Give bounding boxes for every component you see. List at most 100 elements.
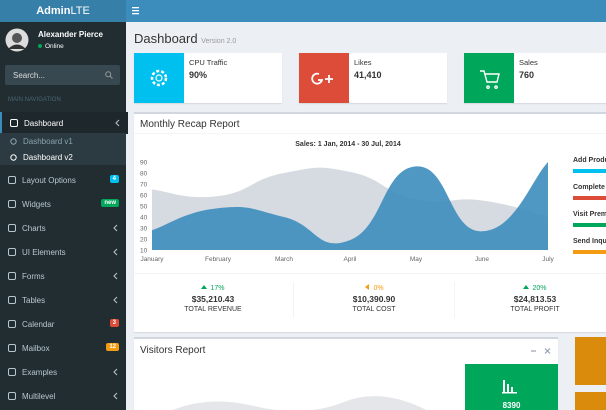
stat-label: TOTAL PROFIT [510,306,560,313]
stat-divider [293,282,294,318]
chevron [113,296,118,304]
nav-badge: 12 [106,343,119,351]
nav-item[interactable]: Mailbox 12 [0,337,126,359]
divider [134,273,606,274]
stat-block: 20% $24,813.53 TOTAL PROFIT [465,284,605,313]
nav-item[interactable]: Tables [0,289,126,311]
nav-item[interactable]: Calendar 3 [0,313,126,335]
info-box-label: Likes [354,58,372,67]
cart [480,70,500,90]
caret-shape [523,285,530,289]
info-box-value: 41,410 [354,70,382,80]
nav-subitem[interactable]: Dashboard v1 [0,133,126,149]
visitors-box: Visitors Report 8390 [134,337,558,410]
nav-icon [8,248,16,256]
nav-icon [8,224,16,232]
y-tick-label: 20 [140,237,148,244]
nav-item[interactable]: Multilevel [0,385,126,407]
page-title-text: Dashboard [134,31,198,46]
user-name: Alexander Pierce [38,30,103,39]
nav-item[interactable]: Forms [0,265,126,287]
chevron [113,272,118,280]
chevron [113,248,118,256]
caret [365,284,370,290]
nav-label: Calendar [22,320,55,329]
nav-item[interactable]: Widgets new [0,193,126,215]
info-box-label: CPU Traffic [189,58,228,67]
goal-label: Add Produ [573,157,606,164]
area-series [152,162,548,250]
y-tick-label: 50 [140,204,148,211]
stat-change: 20% [465,284,605,292]
goal-label: Visit Prem [573,211,606,218]
chevron-shape [113,224,118,232]
icon [311,72,333,85]
caret-shape [201,285,208,289]
sub-icon [10,138,17,145]
stat-change-text: 0% [373,285,384,292]
info-box-value: 90% [189,70,208,80]
stat-change: 0% [304,284,444,292]
user-status: Online [38,43,64,50]
nav-badge: 4 [109,175,119,183]
gplus [311,72,333,85]
stat-label: TOTAL REVENUE [184,306,242,313]
side-widget [575,337,606,385]
nav-item[interactable]: Examples [0,361,126,383]
nav-label: Charts [22,224,46,233]
status-text: Online [45,43,64,50]
nav-badge: new [101,199,119,207]
icon-shape [8,296,16,304]
nav-item[interactable]: Dashboard [0,112,128,134]
x-tick-label: July [542,256,554,263]
stat-block: 0% $10,390.90 TOTAL COST [304,284,444,313]
icon-shape [8,224,16,232]
nav-item[interactable]: Layout Options 4 [0,169,126,191]
close-button[interactable] [544,348,551,354]
nav-label: Tables [22,296,46,305]
logo-light: LTE [70,5,90,17]
sub-icon [10,154,17,161]
sidebar: Alexander Pierce Online Search... MAIN N… [0,22,128,410]
nav-label: Forms [22,272,45,281]
y-tick-label: 40 [140,215,148,222]
icon-shape [10,119,18,127]
x-tick-label: February [205,256,232,263]
nav-sublabel: Dashboard v2 [23,153,73,162]
chevron-shape [113,248,118,256]
nav-label: Mailbox [22,344,50,353]
nav-item[interactable]: UI Elements [0,241,126,263]
circle-icon [10,138,17,145]
recap-title: Monthly Recap Report [140,119,240,130]
icon [480,70,500,90]
chevron-shape [115,119,120,127]
nav-label: Dashboard [24,119,64,128]
x-tick-label: April [343,256,357,263]
caret-shape [365,284,370,290]
nav-icon [8,344,16,352]
logo[interactable]: AdminLTE [0,5,126,17]
visitors-title: Visitors Report [140,345,206,356]
divider [134,133,606,134]
menu-toggle[interactable] [132,7,140,15]
chevron-shape [113,296,118,304]
gear [150,69,168,87]
circle-icon [10,154,17,161]
nav-label: Examples [22,368,58,377]
nav-subitem[interactable]: Dashboard v2 [0,149,126,165]
nav-item[interactable]: Charts [0,217,126,239]
goal-label: Send Inqu [573,238,606,245]
y-tick-label: 60 [140,193,148,200]
y-tick-label: 10 [140,248,148,255]
gear-hole [155,74,163,82]
search-placeholder: Search... [13,71,46,80]
info-box: CPU Traffic 90% [134,53,282,103]
side-widget [575,392,606,410]
bar-icon [502,380,517,394]
search-box[interactable]: Search... [5,65,120,85]
navbar [126,0,606,22]
chevron [113,368,118,376]
stat-change: 17% [143,284,283,292]
stat-amount: $10,390.90 [352,294,396,304]
